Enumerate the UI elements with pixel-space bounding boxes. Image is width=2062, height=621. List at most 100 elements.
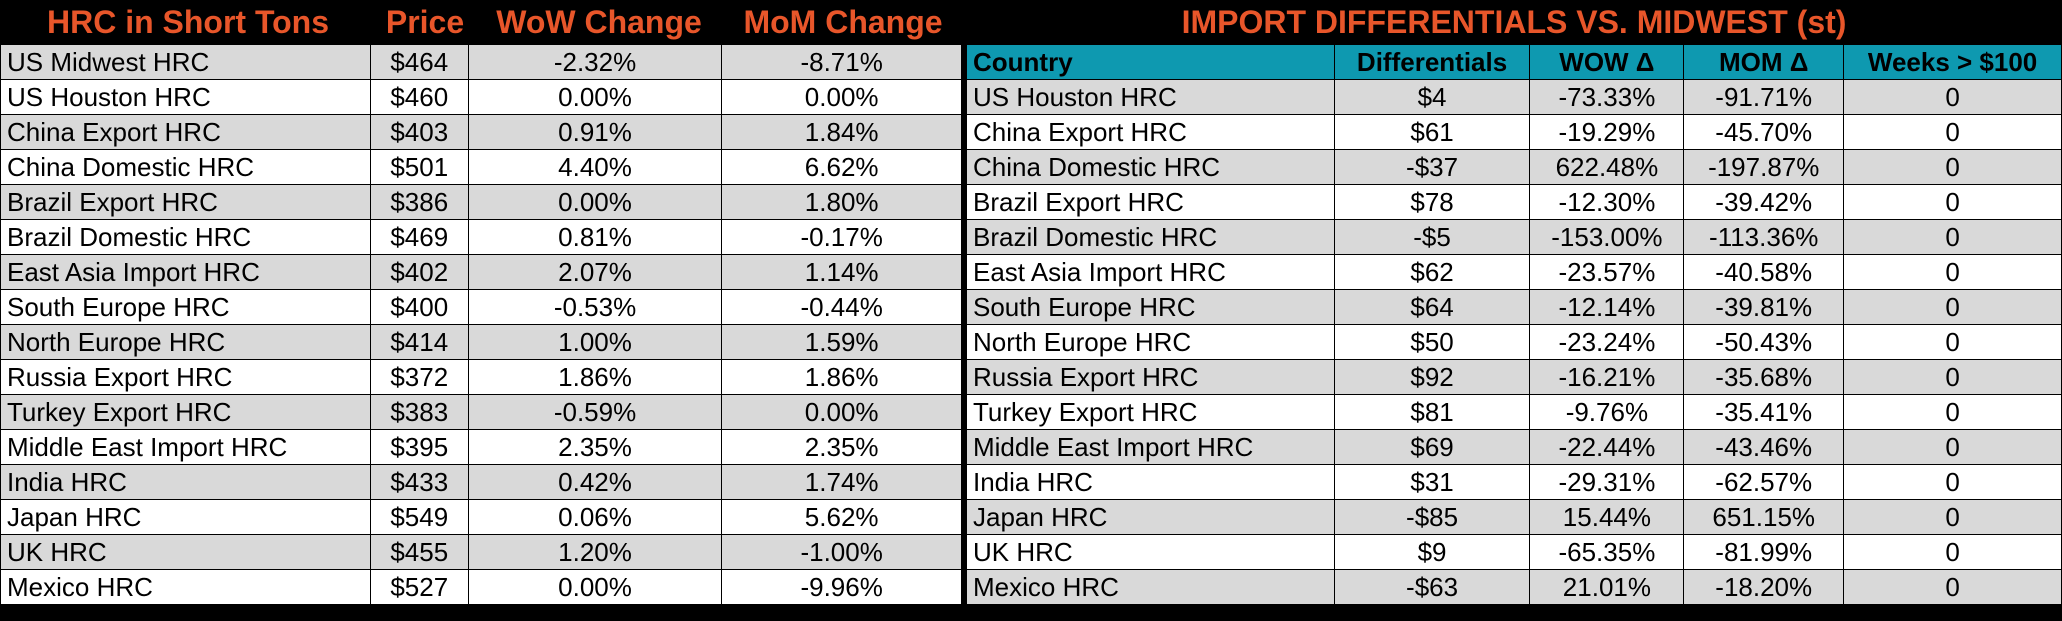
cell-differential: $92 bbox=[1333, 359, 1531, 395]
cell-wow-change: -0.53% bbox=[467, 289, 723, 325]
table-row: Brazil Export HRC $78 -12.30% -39.42% 0 bbox=[966, 184, 2062, 220]
table-row: East Asia Import HRC $402 2.07% 1.14% bbox=[0, 254, 962, 290]
cell-country: India HRC bbox=[966, 464, 1335, 500]
table-row: China Export HRC $403 0.91% 1.84% bbox=[0, 114, 962, 150]
table-row: Japan HRC $549 0.06% 5.62% bbox=[0, 499, 962, 535]
cell-country: North Europe HRC bbox=[0, 324, 371, 360]
cell-mom-change: 1.14% bbox=[721, 254, 962, 290]
cell-country: Brazil Domestic HRC bbox=[966, 219, 1335, 255]
cell-mom-change: -0.17% bbox=[721, 219, 962, 255]
hrc-price-table: US Midwest HRC $464 -2.32% -8.71% US Houston… bbox=[0, 44, 962, 605]
cell-wow-change: 1.20% bbox=[467, 534, 723, 570]
cell-mom-delta: -18.20% bbox=[1683, 569, 1845, 605]
header-weeks-over-100: Weeks > $100 bbox=[1843, 44, 2062, 80]
cell-country: US Houston HRC bbox=[966, 79, 1335, 115]
cell-differential: $81 bbox=[1333, 394, 1531, 430]
cell-differential: $62 bbox=[1333, 254, 1531, 290]
cell-country: Turkey Export HRC bbox=[966, 394, 1335, 430]
table-row: South Europe HRC $400 -0.53% -0.44% bbox=[0, 289, 962, 325]
cell-weeks-over-100: 0 bbox=[1843, 394, 2062, 430]
cell-wow-delta: -12.14% bbox=[1529, 289, 1685, 325]
header-price: Price bbox=[385, 3, 465, 40]
cell-differential: $78 bbox=[1333, 184, 1531, 220]
cell-mom-delta: -197.87% bbox=[1683, 149, 1845, 185]
cell-price: $400 bbox=[369, 289, 469, 325]
cell-differential: $4 bbox=[1333, 79, 1531, 115]
cell-price: $433 bbox=[369, 464, 469, 500]
cell-country: Russia Export HRC bbox=[0, 359, 371, 395]
cell-wow-delta: -23.57% bbox=[1529, 254, 1685, 290]
cell-price: $527 bbox=[369, 569, 469, 605]
cell-wow-delta: -29.31% bbox=[1529, 464, 1685, 500]
header-differentials: Differentials bbox=[1333, 44, 1531, 80]
header-wow-change: WoW Change bbox=[496, 3, 702, 40]
table-row: Mexico HRC $527 0.00% -9.96% bbox=[0, 569, 962, 605]
cell-mom-delta: -62.57% bbox=[1683, 464, 1845, 500]
cell-country: North Europe HRC bbox=[966, 324, 1335, 360]
cell-wow-delta: 15.44% bbox=[1529, 499, 1685, 535]
table-row: China Domestic HRC $501 4.40% 6.62% bbox=[0, 149, 962, 185]
cell-weeks-over-100: 0 bbox=[1843, 499, 2062, 535]
cell-price: $402 bbox=[369, 254, 469, 290]
table-row: US Houston HRC $4 -73.33% -91.71% 0 bbox=[966, 79, 2062, 115]
cell-price: $464 bbox=[369, 44, 469, 80]
cell-country: Japan HRC bbox=[0, 499, 371, 535]
table-row: Middle East Import HRC $69 -22.44% -43.46% 0 bbox=[966, 429, 2062, 465]
cell-mom-delta: -40.58% bbox=[1683, 254, 1845, 290]
cell-country: Middle East Import HRC bbox=[0, 429, 371, 465]
table-row: India HRC $31 -29.31% -62.57% 0 bbox=[966, 464, 2062, 500]
cell-mom-delta: -35.41% bbox=[1683, 394, 1845, 430]
cell-differential: $31 bbox=[1333, 464, 1531, 500]
table-row: UK HRC $455 1.20% -1.00% bbox=[0, 534, 962, 570]
cell-mom-delta: -45.70% bbox=[1683, 114, 1845, 150]
cell-differential: $69 bbox=[1333, 429, 1531, 465]
cell-country: UK HRC bbox=[966, 534, 1335, 570]
cell-country: Turkey Export HRC bbox=[0, 394, 371, 430]
cell-weeks-over-100: 0 bbox=[1843, 79, 2062, 115]
cell-differential: -$5 bbox=[1333, 219, 1531, 255]
cell-country: Japan HRC bbox=[966, 499, 1335, 535]
cell-weeks-over-100: 0 bbox=[1843, 289, 2062, 325]
cell-mom-change: 0.00% bbox=[721, 79, 962, 115]
cell-wow-delta: -153.00% bbox=[1529, 219, 1685, 255]
cell-wow-delta: -23.24% bbox=[1529, 324, 1685, 360]
cell-weeks-over-100: 0 bbox=[1843, 219, 2062, 255]
cell-country: India HRC bbox=[0, 464, 371, 500]
cell-price: $455 bbox=[369, 534, 469, 570]
table-row: East Asia Import HRC $62 -23.57% -40.58% 0 bbox=[966, 254, 2062, 290]
cell-mom-delta: -39.81% bbox=[1683, 289, 1845, 325]
hrc-price-section: HRC in Short Tons Price WoW Change MoM C… bbox=[0, 0, 962, 605]
cell-mom-delta: -50.43% bbox=[1683, 324, 1845, 360]
cell-mom-change: -0.44% bbox=[721, 289, 962, 325]
differentials-header-row: Country Differentials WOW Δ MOM Δ Weeks … bbox=[966, 44, 2062, 80]
cell-country: East Asia Import HRC bbox=[966, 254, 1335, 290]
table-row: Mexico HRC -$63 21.01% -18.20% 0 bbox=[966, 569, 2062, 605]
cell-mom-change: 1.84% bbox=[721, 114, 962, 150]
cell-mom-change: 1.86% bbox=[721, 359, 962, 395]
cell-wow-change: 0.81% bbox=[467, 219, 723, 255]
cell-mom-delta: 651.15% bbox=[1683, 499, 1845, 535]
cell-wow-change: 0.00% bbox=[467, 569, 723, 605]
cell-country: US Midwest HRC bbox=[0, 44, 371, 80]
table-row: Brazil Domestic HRC -$5 -153.00% -113.36% 0 bbox=[966, 219, 2062, 255]
cell-mom-delta: -113.36% bbox=[1683, 219, 1845, 255]
cell-country: Brazil Export HRC bbox=[0, 184, 371, 220]
cell-wow-change: 2.35% bbox=[467, 429, 723, 465]
cell-country: Brazil Export HRC bbox=[966, 184, 1335, 220]
cell-differential: $64 bbox=[1333, 289, 1531, 325]
hrc-price-header: HRC in Short Tons Price WoW Change MoM C… bbox=[0, 0, 962, 44]
cell-price: $549 bbox=[369, 499, 469, 535]
table-row: UK HRC $9 -65.35% -81.99% 0 bbox=[966, 534, 2062, 570]
table-row: China Export HRC $61 -19.29% -45.70% 0 bbox=[966, 114, 2062, 150]
cell-weeks-over-100: 0 bbox=[1843, 254, 2062, 290]
table-row: North Europe HRC $414 1.00% 1.59% bbox=[0, 324, 962, 360]
header-mom-change: MoM Change bbox=[743, 3, 943, 40]
cell-country: China Domestic HRC bbox=[0, 149, 371, 185]
cell-country: US Houston HRC bbox=[0, 79, 371, 115]
import-differentials-table: Country Differentials WOW Δ MOM Δ Weeks … bbox=[966, 44, 2062, 605]
table-row: India HRC $433 0.42% 1.74% bbox=[0, 464, 962, 500]
cell-wow-delta: -73.33% bbox=[1529, 79, 1685, 115]
cell-differential: $50 bbox=[1333, 324, 1531, 360]
cell-price: $403 bbox=[369, 114, 469, 150]
